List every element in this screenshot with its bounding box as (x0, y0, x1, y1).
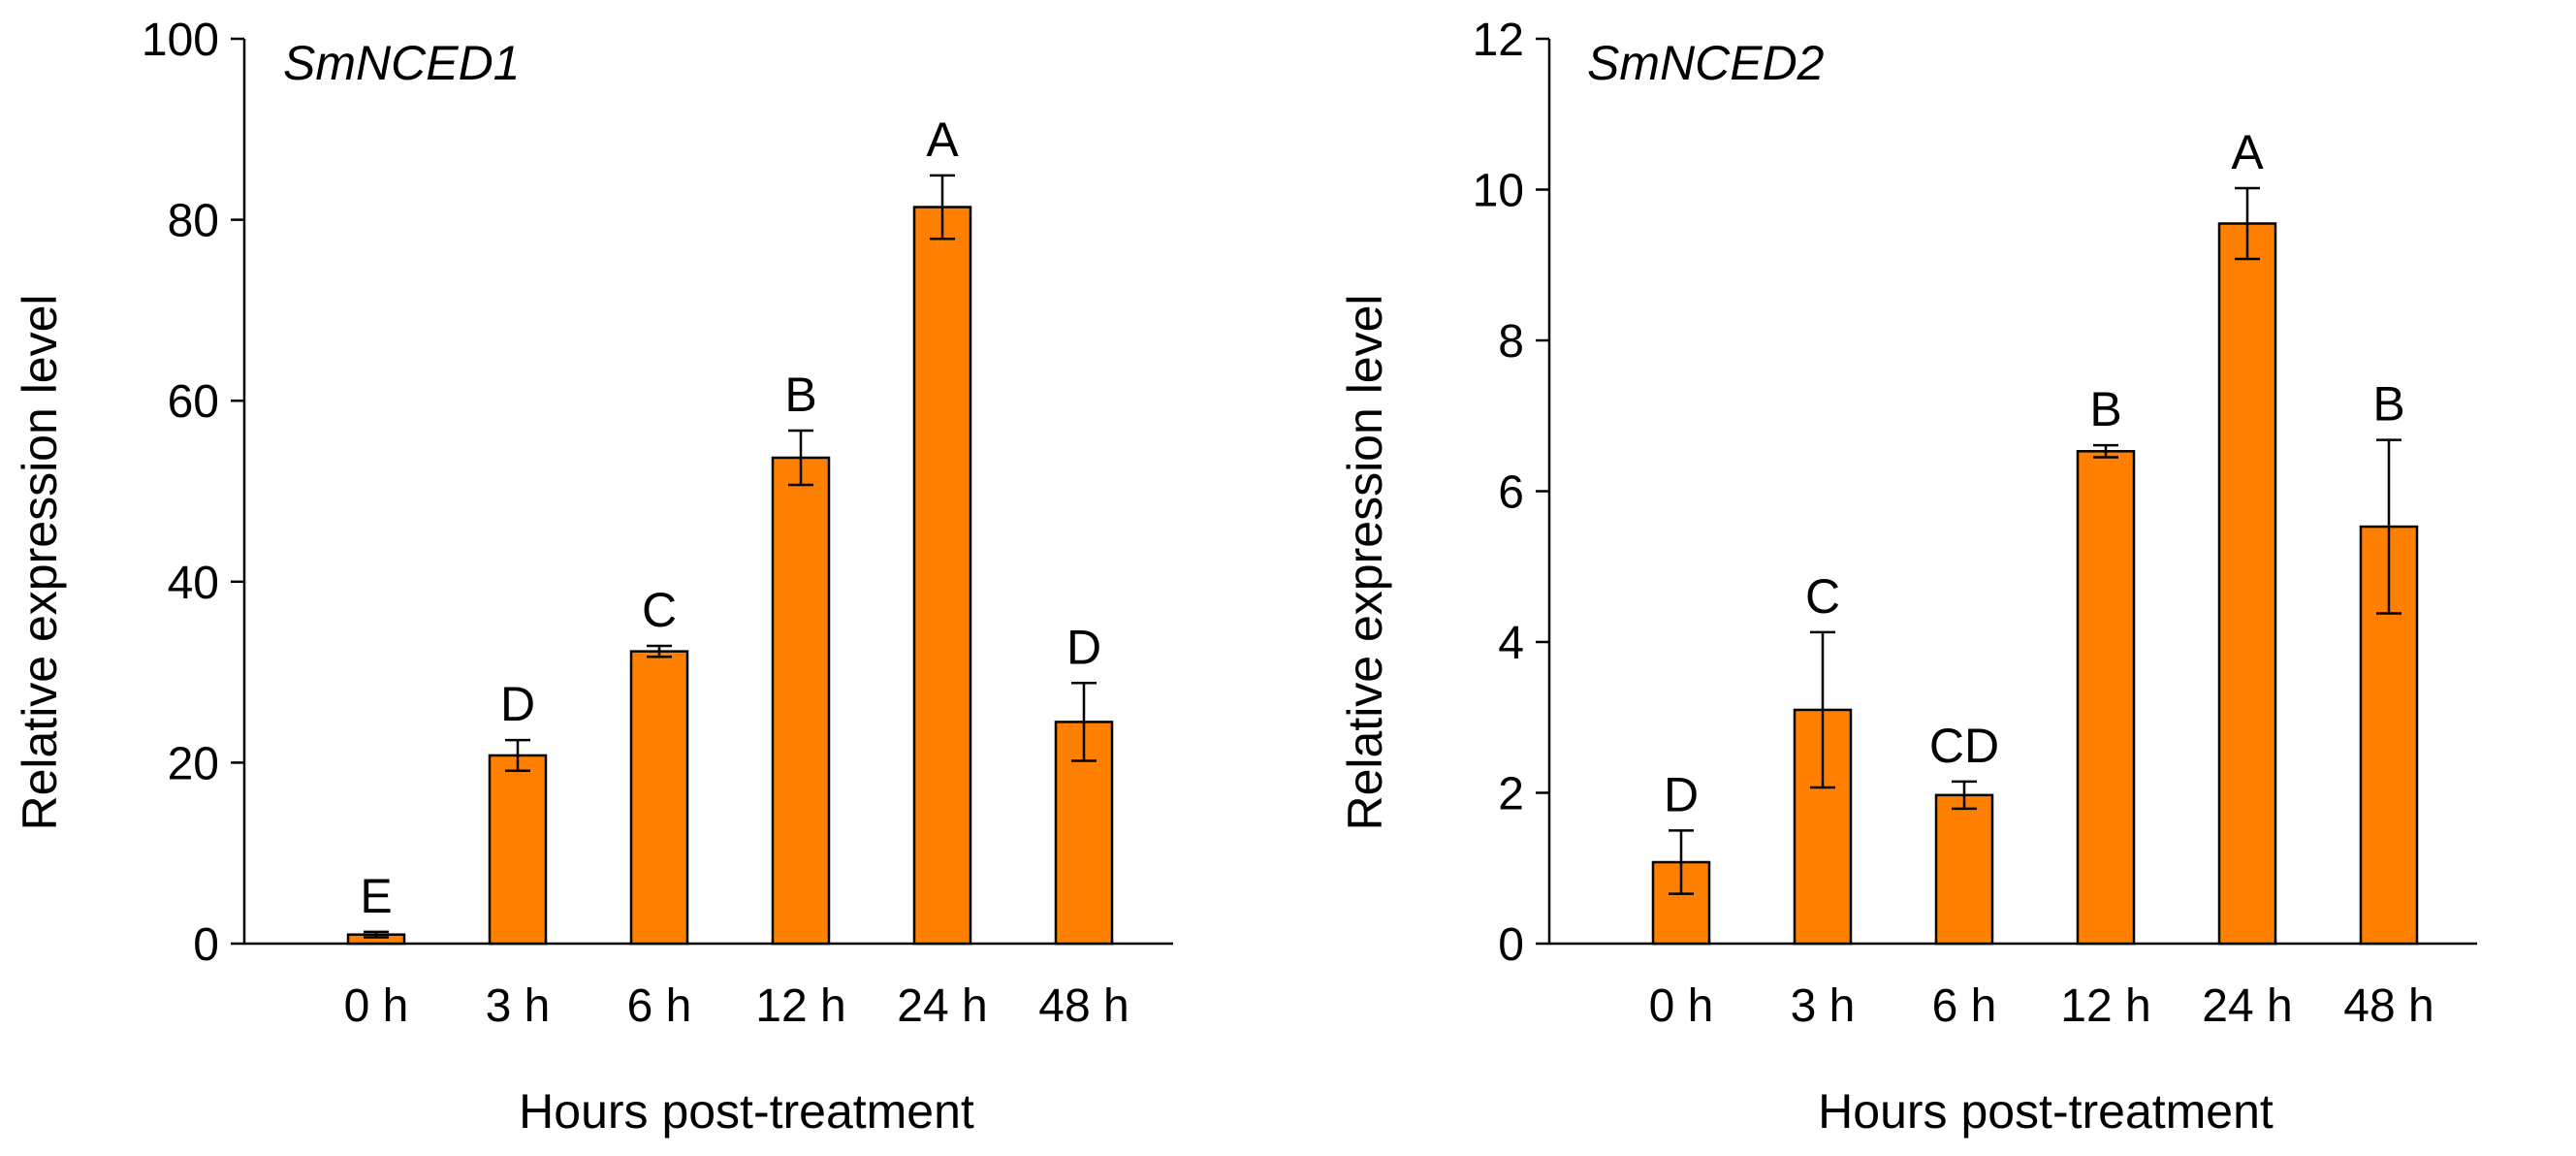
x-tick-label: 48 h (2343, 980, 2433, 1032)
x-axis-title: Hours post-treatment (1818, 1084, 2274, 1139)
y-tick-label: 100 (142, 15, 219, 66)
significance-label: B (2089, 382, 2121, 436)
y-tick-label: 8 (1498, 316, 1524, 368)
marks-group: 0 20 40 60 80 100 E 0 h D 3 h C 6 h B 12 h A 24 h D 48 h (142, 15, 1129, 1032)
x-tick-label: 24 h (897, 980, 987, 1032)
significance-label: CD (1929, 719, 1999, 773)
significance-label: B (2372, 377, 2404, 432)
y-tick-label: 40 (168, 558, 219, 609)
y-axis-title: Relative expression level (1338, 294, 1392, 830)
x-tick-label: 24 h (2202, 980, 2292, 1032)
significance-label: D (1066, 620, 1101, 674)
bar (2217, 222, 2277, 946)
significance-label: C (642, 583, 677, 637)
y-tick-label: 2 (1498, 769, 1524, 820)
x-tick-label: 6 h (1932, 980, 1997, 1032)
bar (629, 650, 689, 946)
y-axis-title: Relative expression level (13, 294, 67, 830)
y-tick-label: 80 (168, 196, 219, 247)
x-tick-label: 12 h (2060, 980, 2150, 1032)
y-tick-label: 10 (1473, 166, 1524, 217)
bar (771, 456, 831, 946)
bar (1054, 721, 1114, 946)
significance-label: E (360, 869, 392, 923)
x-tick-label: 6 h (627, 980, 692, 1032)
y-tick-label: 6 (1498, 467, 1524, 519)
y-tick-label: 12 (1473, 15, 1524, 66)
significance-label: D (1664, 767, 1699, 821)
bar (1934, 793, 1994, 946)
significance-label: D (500, 677, 535, 731)
x-axis-title: Hours post-treatment (519, 1084, 974, 1139)
significance-label: C (1805, 569, 1840, 624)
y-tick-label: 0 (1498, 919, 1524, 971)
x-tick-label: 0 h (1649, 980, 1714, 1032)
significance-label: A (2231, 125, 2264, 179)
chart-title: SmNCED2 (1587, 36, 1825, 90)
chart-panel-smnced2: SmNCED2 Hours post-treatment Relative ex… (1338, 15, 2477, 1139)
x-tick-label: 12 h (755, 980, 845, 1032)
bar (488, 754, 548, 946)
x-tick-label: 3 h (1791, 980, 1856, 1032)
bar (912, 206, 972, 946)
significance-label: A (926, 112, 959, 167)
x-tick-label: 3 h (486, 980, 551, 1032)
y-tick-label: 60 (168, 376, 219, 428)
marks-group: 0 2 4 6 8 10 12 D 0 h C 3 h CD 6 h B 12 h A 24 h B 48 h (1473, 15, 2434, 1032)
y-tick-label: 4 (1498, 618, 1524, 669)
significance-label: B (784, 368, 816, 422)
chart-panel-smnced1: SmNCED1 Hours post-treatment Relative ex… (13, 15, 1173, 1139)
y-tick-label: 0 (193, 919, 219, 971)
x-tick-label: 0 h (344, 980, 409, 1032)
bar (2076, 450, 2136, 946)
chart-title: SmNCED1 (283, 36, 520, 90)
y-tick-label: 20 (168, 738, 219, 789)
x-tick-label: 48 h (1038, 980, 1129, 1032)
